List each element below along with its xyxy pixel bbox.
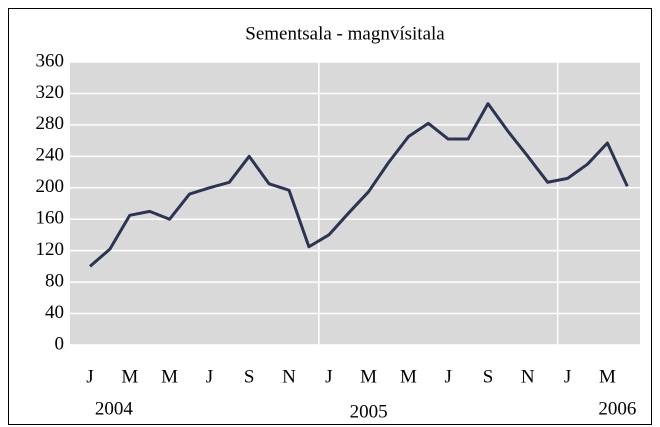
y-tick-label: 240 (36, 145, 65, 166)
y-tick-label: 0 (55, 333, 65, 354)
chart-title: Sementsala - magnvísitala (245, 23, 445, 44)
x-tick-label: S (244, 366, 255, 387)
y-tick-label: 280 (36, 113, 65, 134)
x-tick-label: J (564, 366, 571, 387)
x-tick-label: M (400, 366, 417, 387)
x-tick-label: M (161, 366, 178, 387)
x-tick-label: S (483, 366, 494, 387)
y-tick-label: 160 (36, 208, 65, 229)
plot-area (70, 62, 640, 345)
y-tick-label: 40 (45, 302, 64, 323)
x-tick-label: J (325, 366, 332, 387)
year-label: 2005 (350, 401, 388, 422)
x-tick-label: N (521, 366, 535, 387)
x-tick-label: J (444, 366, 451, 387)
y-tick-label: 200 (36, 176, 65, 197)
x-tick-label: J (86, 366, 93, 387)
x-tick-label: M (360, 366, 377, 387)
x-tick-label: M (121, 366, 138, 387)
year-label: 2004 (95, 398, 134, 419)
y-tick-label: 320 (36, 82, 65, 103)
x-tick-label: M (599, 366, 616, 387)
y-tick-label: 120 (36, 239, 65, 260)
x-tick-label: N (282, 366, 296, 387)
data-line (89, 102, 629, 268)
y-tick-label: 80 (45, 270, 64, 291)
year-label: 2006 (598, 398, 636, 419)
y-tick-label: 360 (36, 50, 65, 71)
x-tick-label: J (206, 366, 213, 387)
